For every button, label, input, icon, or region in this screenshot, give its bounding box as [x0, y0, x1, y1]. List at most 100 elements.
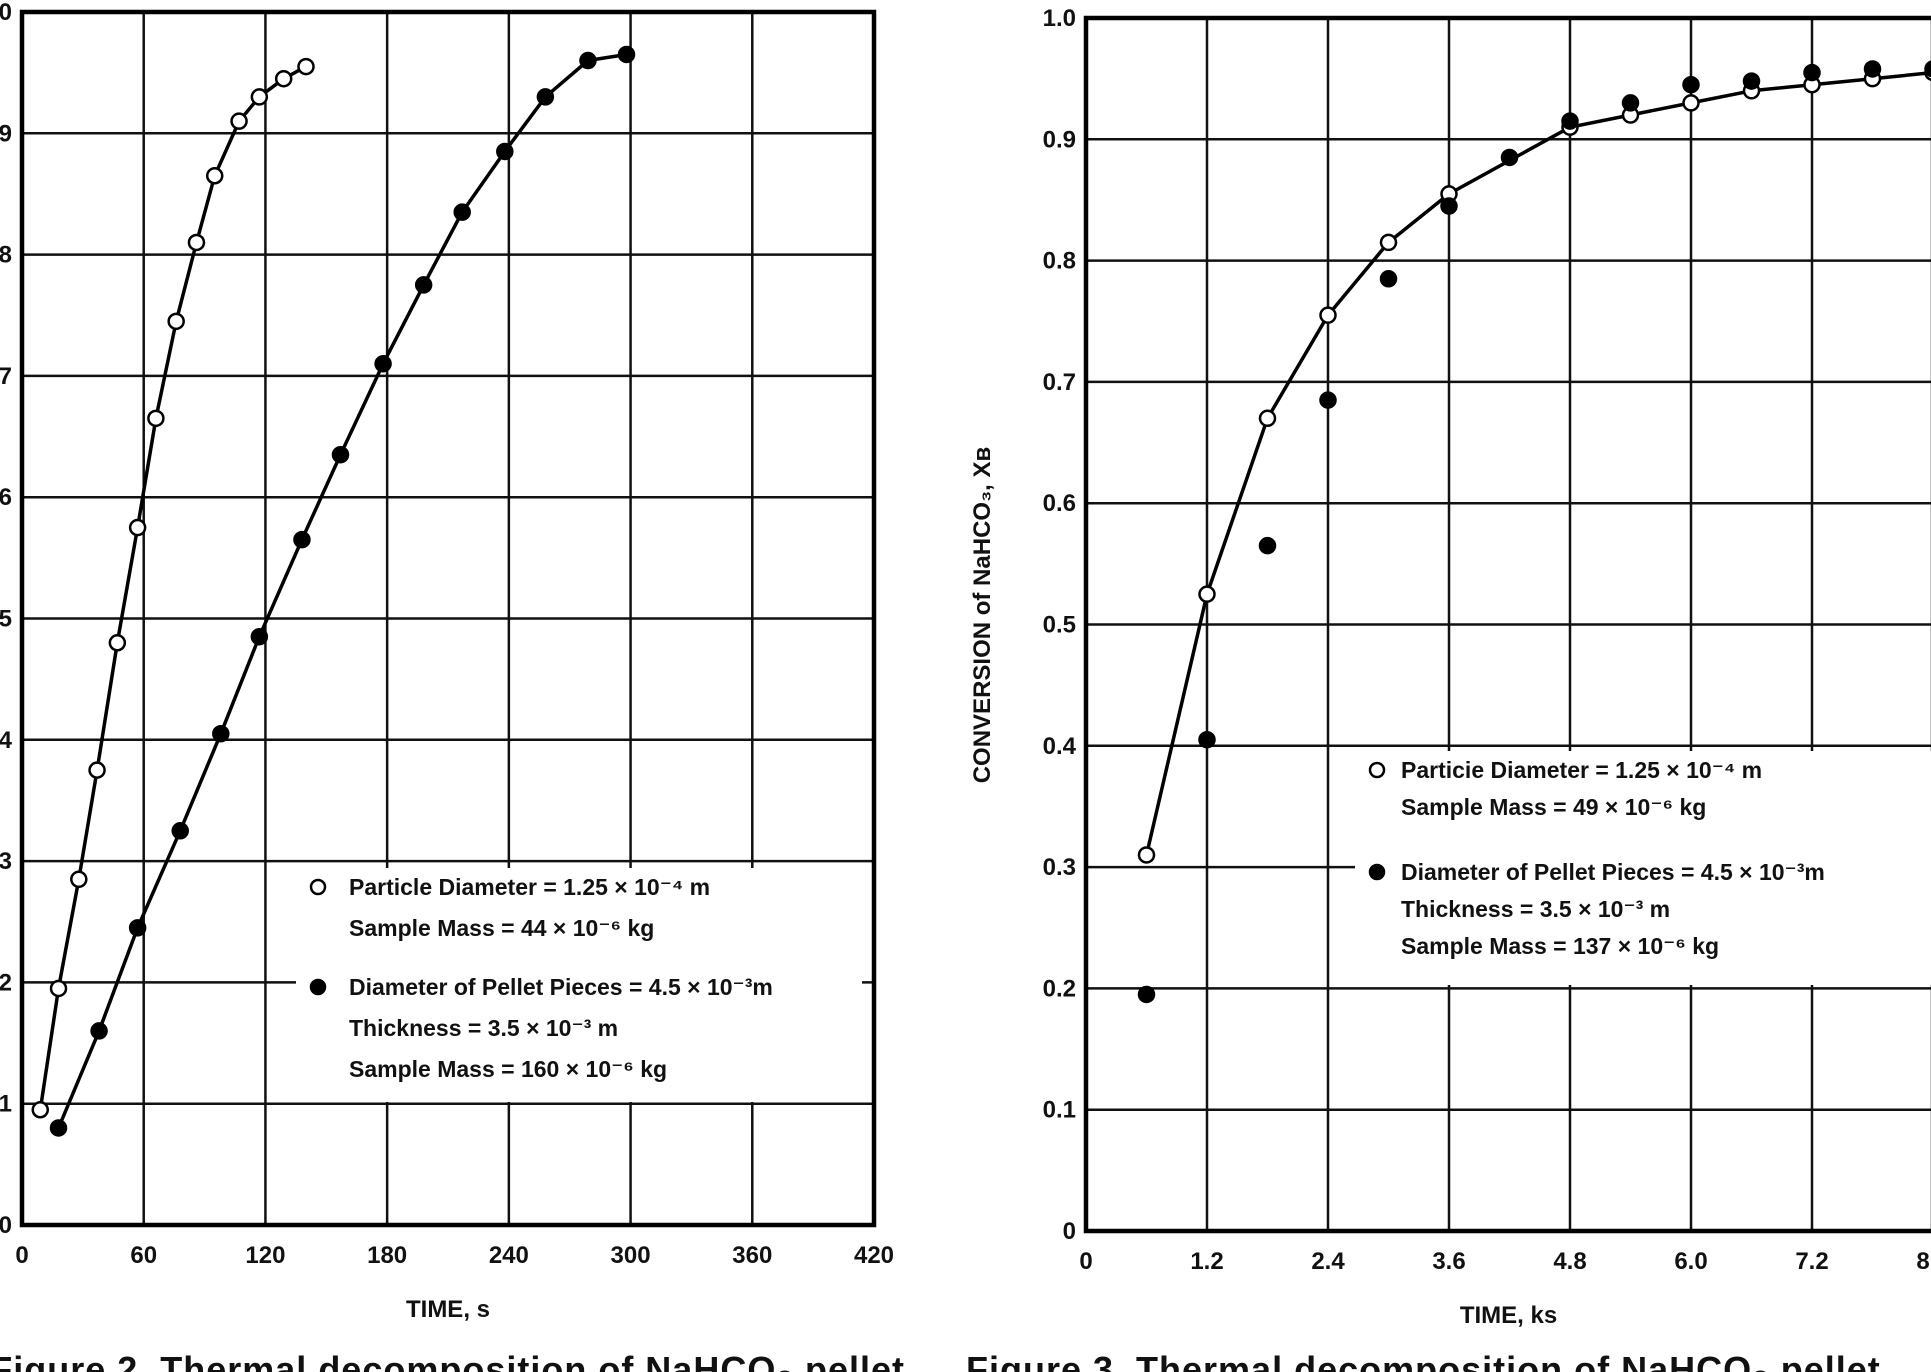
legend-marker: [309, 878, 327, 896]
y-tick-label: 0.8: [0, 242, 12, 269]
data-point: [205, 167, 224, 185]
y-tick-label: 0.6: [1043, 490, 1076, 517]
x-tick-label: 7.2: [1795, 1248, 1828, 1275]
data-point: [374, 355, 392, 373]
data-point: [250, 88, 269, 106]
x-tick-label: 60: [130, 1242, 157, 1269]
x-axis-title: TIME, s: [406, 1296, 490, 1323]
legend-detail: Sample Mass = 160 × 10⁻⁶ kg: [349, 1056, 667, 1082]
plot-frame: [1083, 15, 1931, 1234]
data-point: [1198, 585, 1216, 603]
legend-marker: [1368, 761, 1386, 779]
data-point: [1682, 75, 1700, 94]
x-tick-label: 240: [489, 1242, 529, 1269]
x-tick-label: 8.4: [1916, 1248, 1931, 1275]
data-point: [1137, 846, 1156, 864]
legend-detail: Sample Mass = 49 × 10⁻⁶ kg: [1401, 794, 1706, 820]
figure-caption: Figure 2. Thermal decomposition of NaHCO…: [0, 1349, 905, 1372]
y-tick-label: 0.1: [1043, 1097, 1076, 1124]
y-tick-label: 0.6: [0, 484, 12, 511]
y-tick-label: 0.9: [1043, 126, 1076, 153]
x-tick-label: 4.8: [1553, 1248, 1586, 1275]
data-point: [1379, 270, 1398, 288]
data-point: [70, 870, 88, 889]
data-point: [1258, 536, 1277, 555]
legend-detail: Thickness = 3.5 × 10⁻³ m: [1401, 896, 1670, 922]
figure-caption: Figure 3. Thermal decomposition of NaHCO…: [966, 1349, 1881, 1372]
x-tick-label: 180: [367, 1242, 407, 1269]
y-tick-label: 0.1: [0, 1091, 12, 1118]
data-point: [90, 1022, 108, 1040]
x-tick-label: 2.4: [1311, 1248, 1345, 1275]
x-tick-label: 420: [854, 1242, 894, 1269]
data-point: [212, 724, 230, 743]
data-point: [1198, 730, 1216, 749]
y-tick-label: 0.2: [0, 969, 12, 996]
y-tick-label: 0: [0, 1212, 12, 1239]
legend-label: Particle Diameter = 1.25 × 10⁻⁴ m: [349, 874, 710, 900]
data-point: [1621, 94, 1640, 112]
data-point: [128, 919, 147, 937]
data-point: [1500, 148, 1519, 167]
y-tick-label: 0.2: [1043, 975, 1076, 1002]
data-point: [88, 761, 106, 779]
data-point: [1319, 391, 1337, 409]
data-point: [1258, 409, 1277, 428]
data-point: [1440, 197, 1458, 215]
y-axis-title: CONVERSION of NaHCO₃, Xʙ: [969, 447, 996, 784]
y-tick-label: 0: [1063, 1218, 1076, 1245]
data-point: [617, 45, 636, 64]
y-tick-label: 1.0: [0, 0, 12, 26]
y-tick-label: 1.0: [1043, 5, 1076, 32]
data-point: [171, 822, 189, 840]
data-point: [1561, 112, 1579, 130]
chart: 0 60 120 180 240 300 360 420 0 0.1 0.2 0.3 0.4 0.5 0.6…: [0, 0, 905, 1372]
data-point: [250, 627, 269, 646]
x-axis-title: TIME, ks: [1460, 1302, 1557, 1329]
legend-detail: Sample Mass = 137 × 10⁻⁶ kg: [1401, 933, 1719, 959]
y-tick-label: 0.4: [1043, 733, 1077, 760]
data-point: [1924, 60, 1931, 78]
y-tick-label: 0.8: [1043, 248, 1076, 275]
y-tick-label: 0.3: [1043, 854, 1076, 881]
data-point: [49, 1119, 68, 1137]
data-point: [331, 445, 350, 464]
x-tick-label: 3.6: [1432, 1248, 1465, 1275]
x-tick-label: 120: [245, 1242, 285, 1269]
legend-detail: Sample Mass = 44 × 10⁻⁶ kg: [349, 915, 654, 941]
data-point: [167, 312, 185, 331]
data-point: [187, 233, 206, 252]
legend-label: Particie Diameter = 1.25 × 10⁻⁴ m: [1401, 757, 1762, 783]
legend-detail: Thickness = 3.5 × 10⁻³ m: [349, 1015, 618, 1041]
x-tick-label: 360: [732, 1242, 772, 1269]
x-tick-label: 1.2: [1190, 1248, 1223, 1275]
data-point: [274, 69, 293, 88]
x-tick-label: 0: [1079, 1248, 1092, 1275]
data-point: [579, 51, 597, 70]
y-tick-label: 0.4: [0, 727, 13, 754]
data-point: [453, 203, 471, 221]
data-point: [1319, 306, 1337, 324]
fit-curve: [1144, 71, 1931, 856]
data-point: [31, 1101, 50, 1119]
chart: 0 1.2 2.4 3.6 4.8 6.0 7.2 8.4 0 0.1 0.2 0.3 0.4 0.5 0.…: [966, 5, 1931, 1372]
x-tick-label: 0: [15, 1242, 28, 1269]
legend-label: Diameter of Pellet Pieces = 4.5 × 10⁻³m: [349, 974, 773, 1000]
data-point: [147, 409, 165, 428]
data-point: [293, 530, 311, 549]
plot-frame: [19, 9, 877, 1228]
y-tick-label: 0.9: [0, 120, 12, 147]
data-point: [536, 88, 555, 106]
data-point: [297, 57, 315, 76]
x-tick-label: 300: [611, 1242, 651, 1269]
data-point: [496, 142, 514, 161]
legend-marker: [309, 978, 327, 996]
data-point: [414, 276, 433, 294]
x-tick-label: 6.0: [1674, 1248, 1707, 1275]
data-point: [49, 979, 68, 998]
data-point: [1682, 94, 1700, 112]
data-point: [1863, 60, 1882, 78]
data-point: [1742, 72, 1761, 90]
y-tick-label: 0.7: [1043, 369, 1076, 396]
